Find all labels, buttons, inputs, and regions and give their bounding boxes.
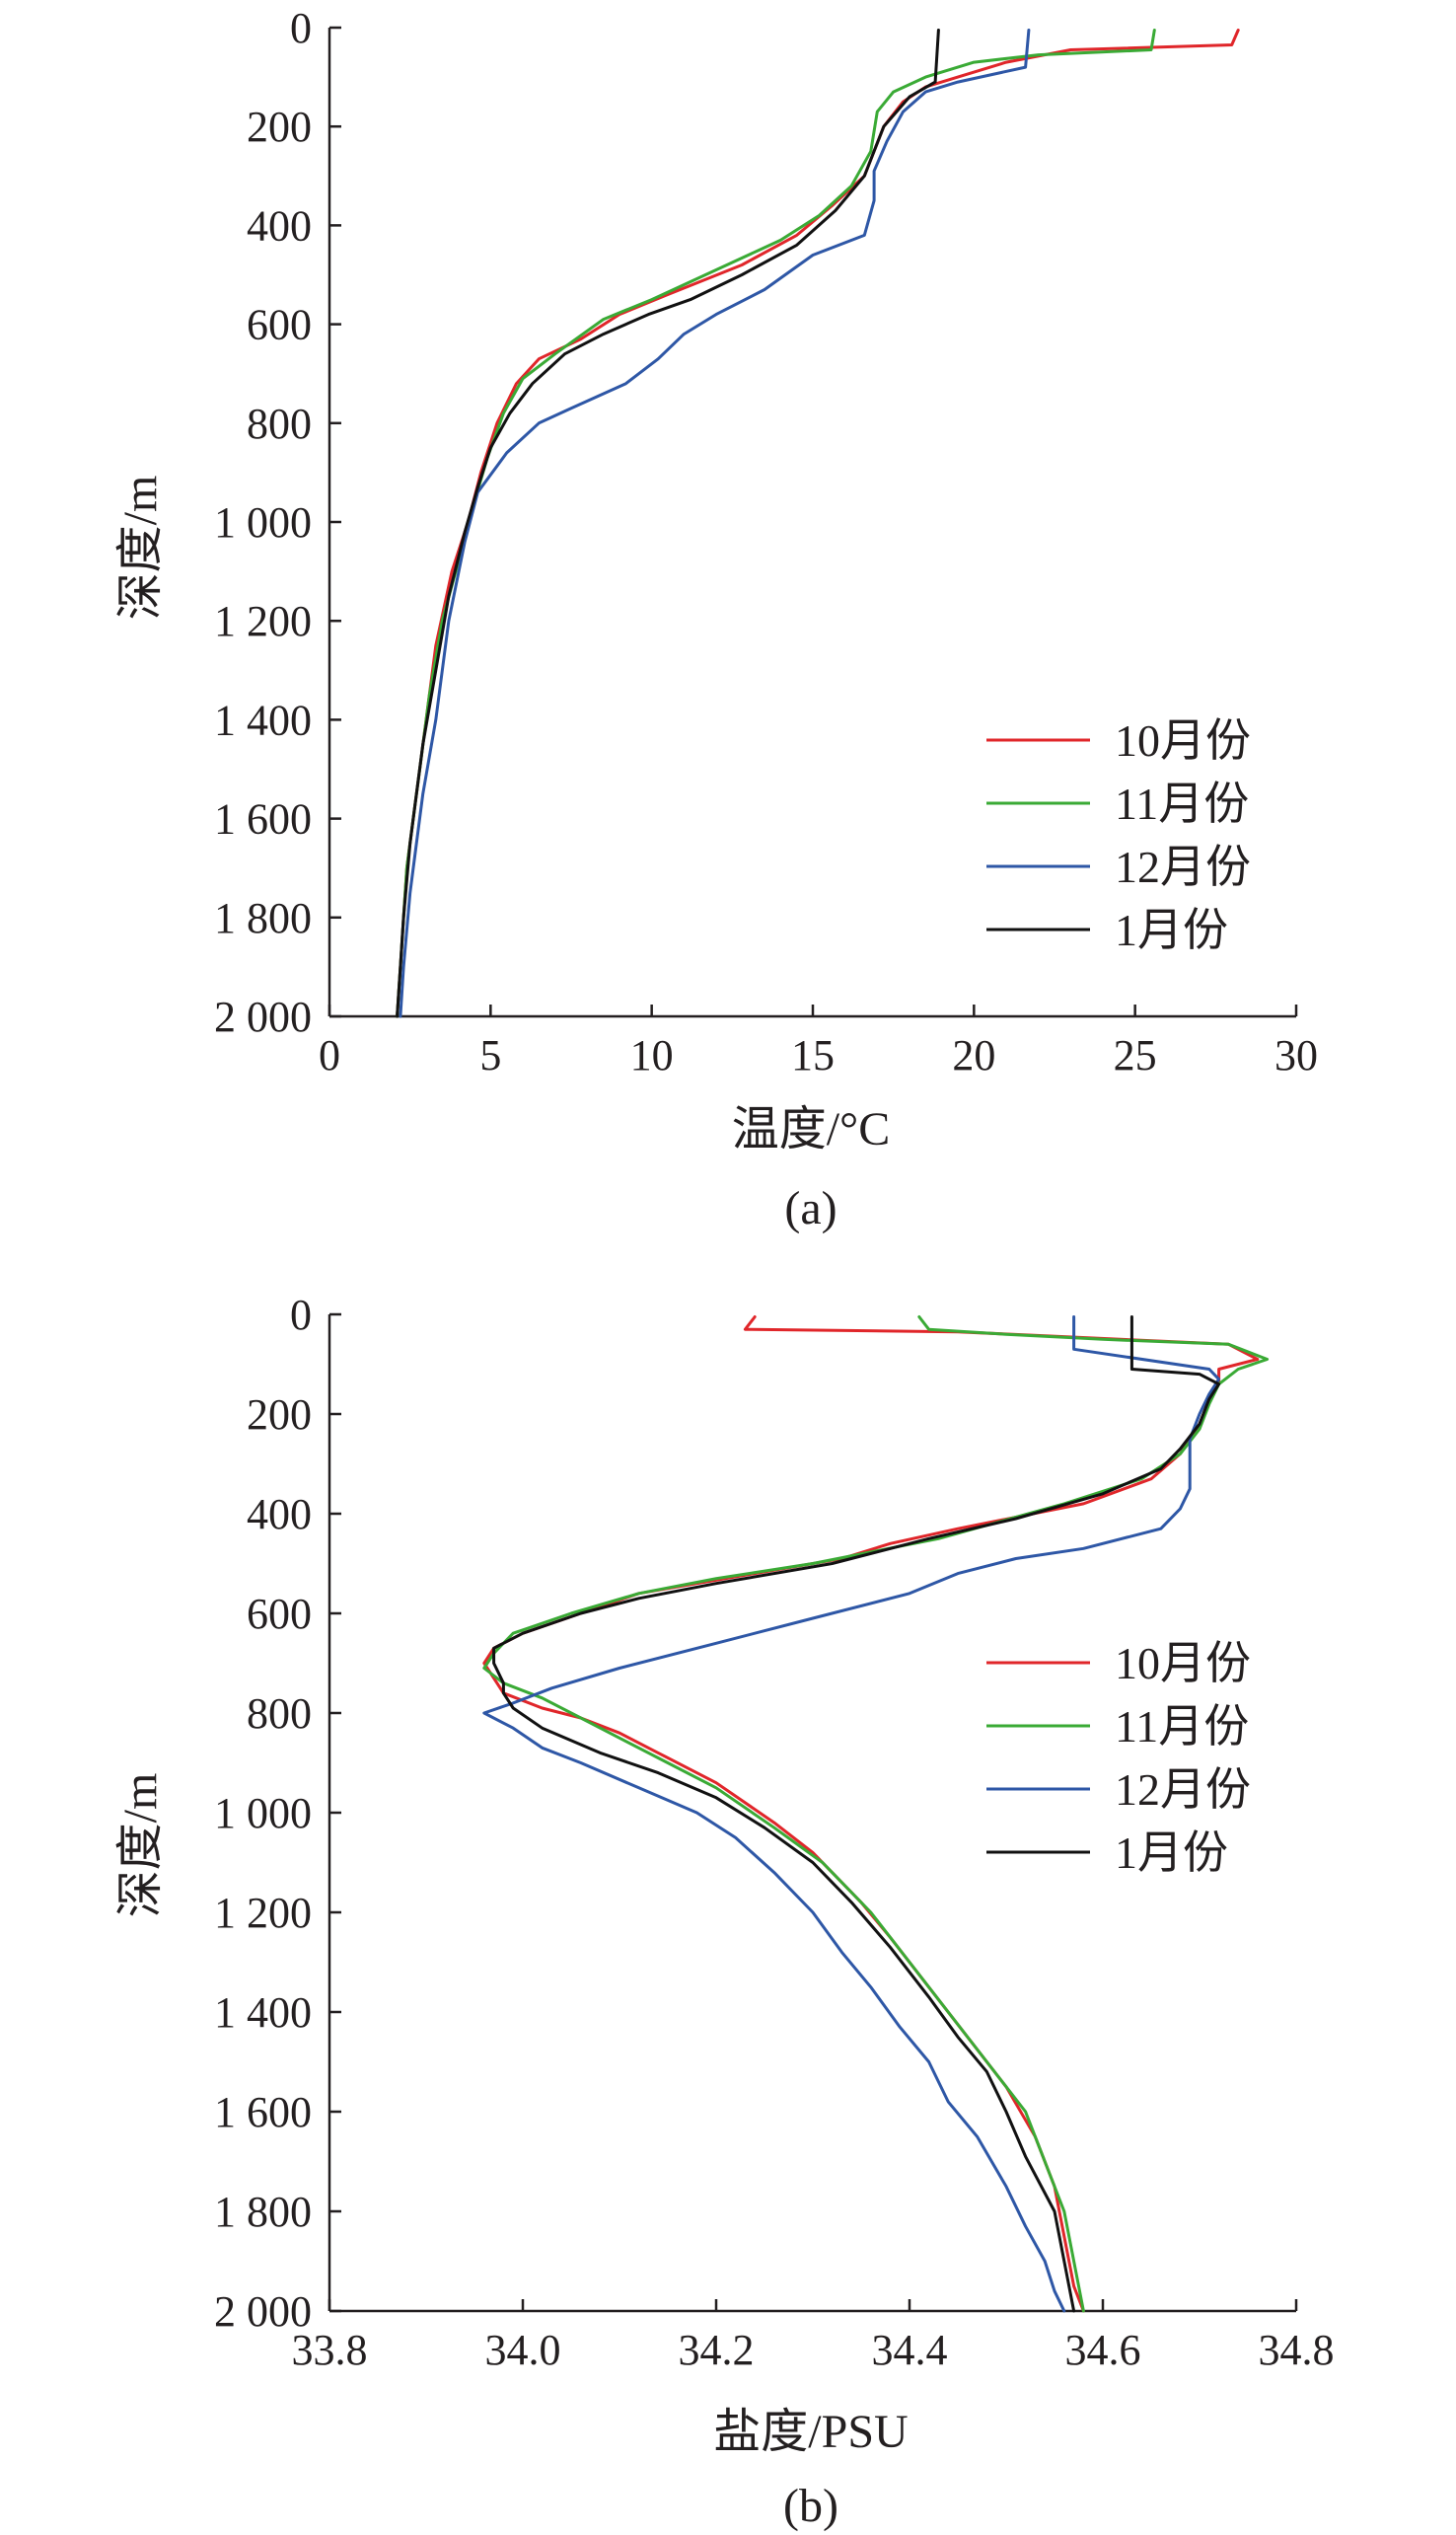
panel-b-y-tick-label: 1 000 [214, 1789, 312, 1837]
panel-b-y-tick-label: 800 [247, 1689, 312, 1738]
panel-a-y-tick-label: 2 000 [214, 993, 312, 1041]
panel-b: 33.8 34.0 34.2 34.4 34.6 34.8 0 200 400 600 800 1 … [114, 1291, 1335, 2532]
panel-a-plot [328, 28, 1296, 1018]
panel-b-y-tick-label: 1 800 [214, 2188, 312, 2236]
panel-a-x-tick-label: 25 [1114, 1031, 1157, 1080]
panel-a-y-ticks: 0 200 400 600 800 1 000 1 200 1 400 1 600 1 800 2 … [214, 4, 341, 1041]
panel-b-y-tick-label: 2 000 [214, 2287, 312, 2336]
panel-a-legend-label-3: 12月份 [1115, 842, 1251, 892]
panel-a-x-tick-label: 0 [319, 1031, 340, 1080]
panel-b-y-ticks: 0 200 400 600 800 1 000 1 200 1 400 1 600 1 800 2 … [214, 1291, 341, 2336]
panel-a-y-tick-label: 0 [290, 4, 312, 52]
panel-a-y-axis-label: 深度/m [114, 476, 167, 621]
panel-b-legend: 10月份 11月份 12月份 1月份 [986, 1638, 1251, 1878]
panel-a: 0 5 10 15 20 25 30 0 200 400 600 800 1 000 1 200 1 40… [114, 4, 1318, 1234]
panel-a-series-line-4 [396, 29, 940, 1018]
panel-b-x-ticks: 33.8 34.0 34.2 34.4 34.6 34.8 [292, 2299, 1335, 2374]
panel-a-y-tick-label: 1 400 [214, 696, 312, 744]
panel-b-y-tick-label: 200 [247, 1390, 312, 1439]
panel-b-x-tick-label: 33.8 [292, 2326, 368, 2374]
panel-a-y-tick-label: 600 [247, 301, 312, 349]
panel-a-series-line-2 [396, 29, 1156, 1018]
panel-a-x-axis-label: 温度/°C [732, 1103, 891, 1156]
panel-b-series-line-3 [482, 1315, 1221, 2313]
panel-a-x-tick-label: 30 [1274, 1031, 1318, 1080]
panel-a-y-tick-label: 400 [247, 201, 312, 250]
panel-b-x-tick-label: 34.0 [485, 2326, 561, 2374]
panel-b-y-tick-label: 400 [247, 1490, 312, 1538]
panel-a-y-tick-label: 1 600 [214, 795, 312, 844]
panel-a-legend: 10月份 11月份 12月份 1月份 [986, 715, 1251, 955]
panel-a-y-tick-label: 200 [247, 103, 312, 151]
panel-b-y-axis-label: 深度/m [114, 1773, 167, 1918]
panel-b-x-tick-label: 34.2 [679, 2326, 755, 2374]
panel-b-x-axis-label: 盐度/PSU [713, 2406, 908, 2458]
panel-a-legend-label-1: 10月份 [1115, 715, 1251, 766]
panel-a-label: (a) [784, 1182, 837, 1234]
panel-b-y-tick-label: 600 [247, 1590, 312, 1638]
panel-a-y-tick-label: 1 800 [214, 894, 312, 942]
panel-a-x-tick-label: 20 [952, 1031, 995, 1080]
panel-a-series-line-3 [399, 29, 1031, 1018]
panel-b-x-tick-label: 34.4 [872, 2326, 948, 2374]
panel-a-y-tick-label: 1 000 [214, 498, 312, 547]
panel-a-x-ticks: 0 5 10 15 20 25 30 [319, 1005, 1318, 1080]
panel-b-series-line-4 [492, 1315, 1221, 2313]
panel-b-y-tick-label: 1 200 [214, 1889, 312, 1937]
panel-b-legend-label-1: 10月份 [1115, 1638, 1251, 1688]
panel-b-legend-label-2: 11月份 [1115, 1701, 1249, 1752]
panel-b-legend-label-3: 12月份 [1115, 1764, 1251, 1815]
panel-a-legend-label-4: 1月份 [1115, 905, 1228, 955]
panel-b-label: (b) [783, 2480, 838, 2532]
panel-a-x-tick-label: 15 [791, 1031, 835, 1080]
panel-a-x-tick-label: 5 [479, 1031, 501, 1080]
panel-b-y-tick-label: 1 400 [214, 1988, 312, 2037]
panel-b-y-tick-label: 0 [290, 1291, 312, 1339]
panel-b-x-tick-label: 34.6 [1065, 2326, 1141, 2374]
panel-a-y-tick-label: 800 [247, 400, 312, 448]
panel-a-series-line-1 [396, 29, 1240, 1018]
panel-b-x-tick-label: 34.8 [1259, 2326, 1335, 2374]
panel-a-legend-label-2: 11月份 [1115, 779, 1249, 829]
panel-b-y-tick-label: 1 600 [214, 2088, 312, 2136]
panel-a-x-tick-label: 10 [630, 1031, 674, 1080]
panel-a-y-tick-label: 1 200 [214, 597, 312, 645]
panel-b-legend-label-4: 1月份 [1115, 1827, 1228, 1878]
